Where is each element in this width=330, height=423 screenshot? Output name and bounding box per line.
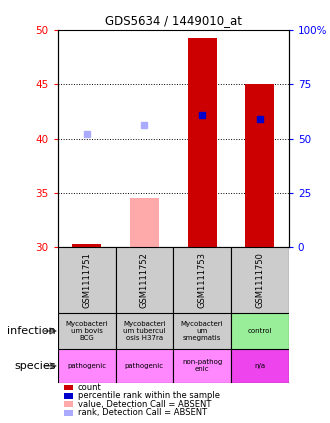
Text: GSM1111753: GSM1111753 bbox=[198, 252, 207, 308]
Text: GSM1111750: GSM1111750 bbox=[255, 252, 264, 308]
Bar bbox=[173, 247, 231, 313]
Bar bbox=[72, 244, 101, 247]
Bar bbox=[115, 349, 173, 383]
Bar bbox=[246, 84, 274, 247]
Text: percentile rank within the sample: percentile rank within the sample bbox=[78, 391, 219, 401]
Title: GDS5634 / 1449010_at: GDS5634 / 1449010_at bbox=[105, 14, 242, 27]
Text: Mycobacteri
um bovis
BCG: Mycobacteri um bovis BCG bbox=[65, 321, 108, 341]
Text: non-pathog
enic: non-pathog enic bbox=[182, 360, 222, 372]
Bar bbox=[58, 313, 115, 349]
Text: GSM1111751: GSM1111751 bbox=[82, 252, 91, 308]
Text: value, Detection Call = ABSENT: value, Detection Call = ABSENT bbox=[78, 400, 211, 409]
Bar bbox=[130, 198, 159, 247]
Text: n/a: n/a bbox=[254, 363, 265, 369]
Bar bbox=[231, 313, 289, 349]
Text: infection: infection bbox=[8, 326, 56, 336]
Text: Mycobacteri
um tubercul
osis H37ra: Mycobacteri um tubercul osis H37ra bbox=[123, 321, 166, 341]
Text: Mycobacteri
um
smegmatis: Mycobacteri um smegmatis bbox=[181, 321, 223, 341]
Bar bbox=[173, 313, 231, 349]
Bar bbox=[115, 313, 173, 349]
Text: species: species bbox=[15, 361, 56, 371]
Text: pathogenic: pathogenic bbox=[67, 363, 106, 369]
Text: rank, Detection Call = ABSENT: rank, Detection Call = ABSENT bbox=[78, 408, 207, 418]
Bar bbox=[231, 349, 289, 383]
Bar bbox=[188, 38, 216, 247]
Text: GSM1111752: GSM1111752 bbox=[140, 252, 149, 308]
Text: control: control bbox=[248, 328, 272, 334]
Text: pathogenic: pathogenic bbox=[125, 363, 164, 369]
Bar bbox=[58, 247, 115, 313]
Text: count: count bbox=[78, 383, 101, 392]
Bar bbox=[173, 349, 231, 383]
Bar bbox=[115, 247, 173, 313]
Bar bbox=[58, 349, 115, 383]
Bar bbox=[231, 247, 289, 313]
